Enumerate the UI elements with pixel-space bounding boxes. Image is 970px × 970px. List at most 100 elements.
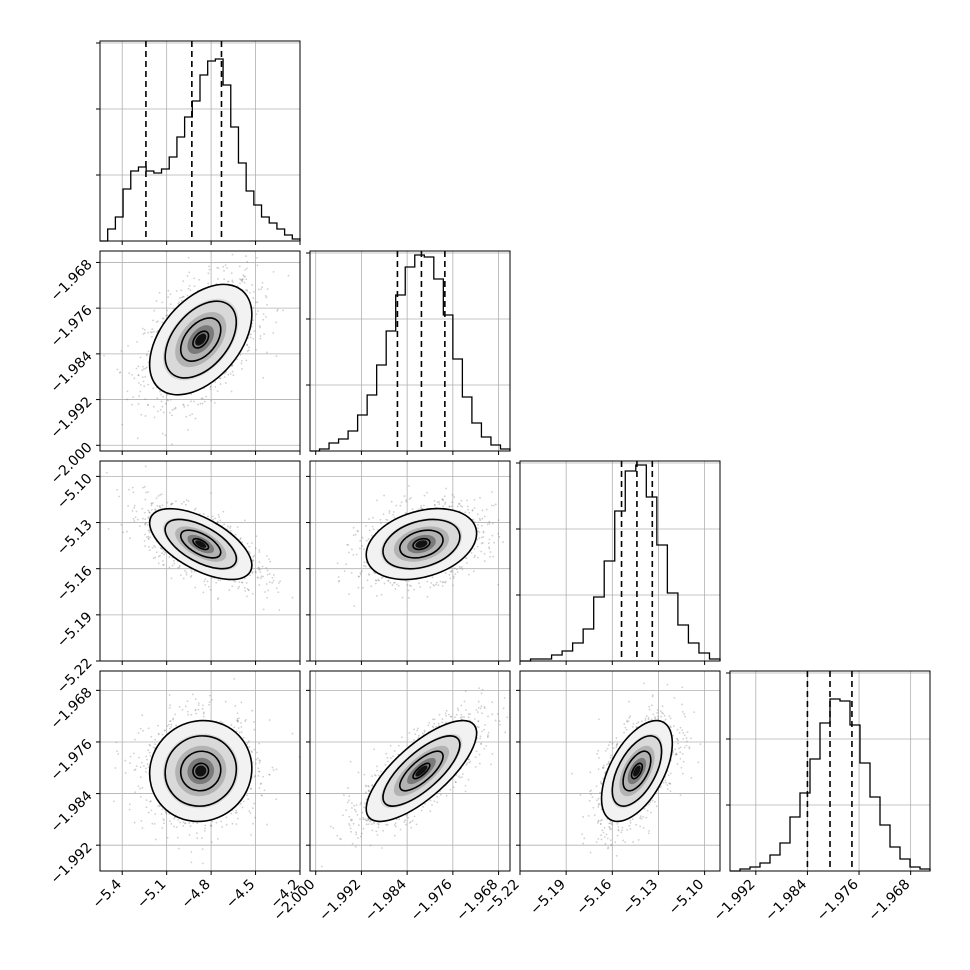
sample-point	[391, 584, 394, 586]
sample-point	[143, 367, 145, 370]
sample-point	[159, 505, 161, 507]
sample-point	[366, 579, 369, 582]
sample-point	[448, 505, 451, 508]
sample-point	[187, 404, 189, 407]
sample-point	[137, 374, 140, 376]
sample-point	[142, 332, 145, 335]
sample-point	[482, 536, 485, 538]
sample-point	[343, 570, 346, 572]
sample-point	[246, 350, 249, 352]
sample-point	[251, 592, 254, 595]
sample-point	[442, 505, 445, 508]
sample-point	[408, 597, 410, 599]
sample-point	[139, 787, 142, 790]
sample-point	[408, 484, 410, 487]
sample-point	[471, 509, 474, 511]
sample-point	[141, 507, 144, 510]
sample-point	[190, 713, 193, 716]
sample-point	[163, 563, 165, 566]
sample-point	[146, 763, 149, 766]
sample-point	[254, 301, 257, 304]
sample-point	[184, 454, 186, 456]
sample-point	[275, 768, 278, 771]
sample-point	[161, 548, 164, 551]
sample-point	[406, 584, 409, 586]
sample-point	[549, 535, 551, 537]
sample-point	[217, 278, 219, 280]
sample-point	[209, 388, 212, 391]
sample-point	[361, 536, 364, 539]
sample-point	[214, 385, 217, 388]
sample-point	[350, 548, 353, 551]
sample-point	[476, 538, 479, 541]
sample-point	[186, 294, 189, 297]
sample-point	[396, 583, 398, 586]
sample-point	[105, 471, 108, 474]
sample-point	[419, 585, 422, 588]
sample-point	[224, 382, 227, 384]
sample-point	[487, 542, 490, 545]
sample-point	[133, 377, 136, 380]
sample-point	[251, 284, 254, 286]
sample-point	[163, 553, 165, 556]
sample-point	[470, 551, 473, 554]
sample-point	[171, 564, 174, 567]
sample-point	[147, 537, 150, 540]
sample-point	[186, 274, 189, 277]
sample-point	[189, 289, 192, 292]
sample-point	[152, 557, 155, 559]
sample-point	[473, 521, 476, 523]
sample-point	[189, 414, 191, 417]
sample-point	[230, 724, 233, 726]
sample-point	[488, 538, 491, 541]
sample-point	[209, 589, 212, 591]
sample-point	[410, 497, 412, 499]
sample-point	[171, 409, 174, 411]
sample-point	[187, 429, 189, 431]
sample-point	[217, 597, 220, 600]
sample-point	[431, 576, 434, 579]
sample-point	[159, 506, 162, 509]
sample-point	[154, 556, 157, 559]
sample-point	[450, 569, 453, 572]
sample-point	[229, 372, 232, 375]
sample-point	[350, 572, 353, 574]
sample-point	[170, 503, 173, 505]
sample-point	[146, 524, 149, 526]
sample-point	[441, 498, 444, 501]
sample-point	[485, 508, 488, 511]
sample-point	[221, 826, 224, 828]
sample-point	[263, 333, 266, 335]
sample-point	[263, 789, 266, 792]
sample-point	[265, 351, 268, 354]
sample-point	[137, 365, 140, 368]
sample-point	[246, 794, 248, 797]
sample-point	[131, 373, 134, 376]
sample-point	[211, 820, 214, 823]
sample-point	[242, 736, 245, 739]
sample-point	[244, 268, 247, 271]
sample-point	[137, 403, 140, 406]
sample-point	[212, 518, 214, 521]
sample-point	[488, 546, 490, 549]
sample-point	[246, 290, 249, 292]
sample-point	[260, 288, 263, 291]
sample-point	[167, 289, 170, 292]
sample-point	[252, 337, 255, 340]
sample-point	[144, 375, 147, 378]
sample-point	[345, 563, 348, 566]
sample-point	[202, 715, 205, 718]
sample-point	[347, 544, 350, 546]
sample-point	[227, 525, 229, 528]
sample-point	[352, 526, 355, 529]
sample-point	[169, 398, 172, 401]
sample-point	[208, 694, 211, 697]
sample-point	[230, 812, 233, 815]
sample-point	[216, 266, 219, 269]
sample-point	[198, 278, 201, 281]
sample-point	[142, 380, 145, 383]
sample-point	[408, 498, 411, 500]
sample-point	[141, 376, 144, 379]
sample-point	[448, 505, 451, 508]
sample-point	[452, 584, 454, 587]
